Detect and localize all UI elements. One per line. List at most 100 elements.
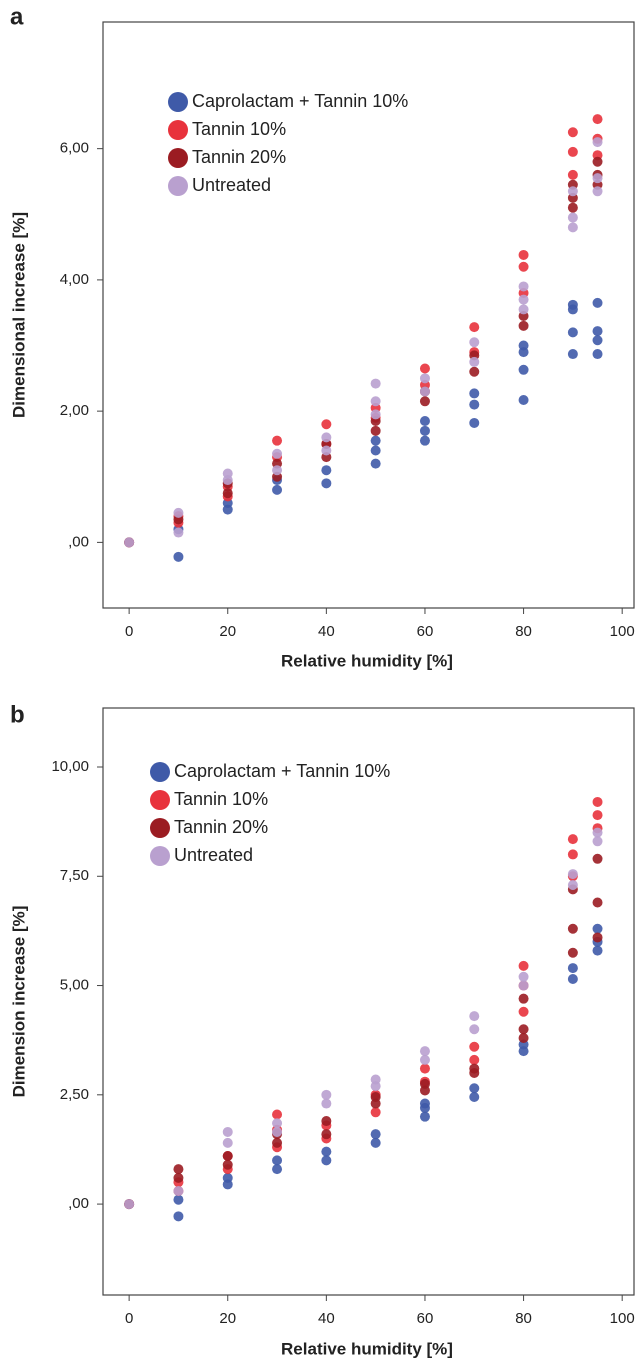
- point: [469, 337, 480, 348]
- point: [567, 212, 578, 223]
- point: [469, 1011, 480, 1022]
- point: [173, 1172, 184, 1183]
- point: [419, 1098, 430, 1109]
- point: [567, 222, 578, 233]
- point: [518, 249, 529, 260]
- point: [592, 932, 603, 943]
- x-tick-label: 40: [318, 623, 335, 640]
- point: [567, 973, 578, 984]
- point: [518, 304, 529, 315]
- point: [419, 386, 430, 397]
- point: [321, 465, 332, 476]
- point: [173, 1164, 184, 1175]
- point: [567, 299, 578, 310]
- point: [592, 810, 603, 821]
- plot-frame: [102, 707, 635, 1296]
- legend-marker: [150, 818, 170, 838]
- point: [173, 507, 184, 518]
- point: [222, 468, 233, 479]
- point: [222, 1159, 233, 1170]
- point: [272, 1155, 283, 1166]
- point: [419, 1111, 430, 1122]
- x-axis-label: Relative humidity [%]: [281, 651, 453, 670]
- point: [567, 146, 578, 157]
- point: [592, 897, 603, 908]
- legend-label: Tannin 20%: [192, 147, 286, 167]
- plot-frame: [102, 21, 635, 609]
- legend-marker: [150, 762, 170, 782]
- point: [321, 1129, 332, 1140]
- point: [469, 417, 480, 428]
- point: [419, 396, 430, 407]
- point: [592, 137, 603, 148]
- point: [321, 1116, 332, 1127]
- point: [567, 963, 578, 974]
- legend-label: Tannin 20%: [174, 817, 268, 837]
- point: [469, 399, 480, 410]
- point: [272, 448, 283, 459]
- point: [272, 1126, 283, 1137]
- y-tick-label: 5,00: [60, 977, 89, 994]
- point: [370, 1129, 381, 1140]
- point: [567, 186, 578, 197]
- point: [321, 419, 332, 430]
- legend-marker: [150, 846, 170, 866]
- point: [419, 1078, 430, 1089]
- point: [419, 425, 430, 436]
- legend-label: Tannin 10%: [174, 789, 268, 809]
- point: [173, 1211, 184, 1222]
- point: [370, 1137, 381, 1148]
- point: [222, 1151, 233, 1162]
- point: [518, 993, 529, 1004]
- x-tick-label: 100: [610, 1310, 635, 1327]
- point: [518, 320, 529, 331]
- point: [370, 396, 381, 407]
- x-tick-label: 80: [515, 1310, 532, 1327]
- point: [592, 186, 603, 197]
- point: [592, 827, 603, 838]
- legend-marker: [168, 176, 188, 196]
- point: [370, 435, 381, 446]
- point: [272, 465, 283, 476]
- point: [592, 853, 603, 864]
- point: [592, 836, 603, 847]
- point: [419, 435, 430, 446]
- point: [518, 1024, 529, 1035]
- point: [469, 356, 480, 367]
- legend-marker: [168, 92, 188, 112]
- point: [469, 1024, 480, 1035]
- legend-label: Untreated: [192, 175, 271, 195]
- point: [370, 425, 381, 436]
- point: [567, 127, 578, 138]
- x-tick-label: 80: [515, 623, 532, 640]
- point: [518, 1032, 529, 1043]
- point: [370, 409, 381, 420]
- point: [124, 537, 135, 548]
- y-tick-label: 4,00: [60, 271, 89, 288]
- point: [518, 261, 529, 272]
- point: [222, 488, 233, 499]
- point: [321, 432, 332, 443]
- point: [567, 169, 578, 180]
- point: [518, 294, 529, 305]
- x-tick-label: 60: [417, 1310, 434, 1327]
- point: [272, 1137, 283, 1148]
- point: [592, 326, 603, 337]
- y-tick-label: ,00: [68, 1195, 89, 1212]
- point: [592, 335, 603, 346]
- legend-label: Untreated: [174, 845, 253, 865]
- point: [592, 945, 603, 956]
- point: [272, 1118, 283, 1129]
- point: [321, 1146, 332, 1157]
- point: [272, 1164, 283, 1175]
- point: [419, 373, 430, 384]
- x-axis-label: Relative humidity [%]: [281, 1339, 453, 1358]
- point: [592, 173, 603, 184]
- point: [222, 1137, 233, 1148]
- point: [173, 1185, 184, 1196]
- point: [518, 980, 529, 991]
- point: [321, 1089, 332, 1100]
- legend-marker: [168, 148, 188, 168]
